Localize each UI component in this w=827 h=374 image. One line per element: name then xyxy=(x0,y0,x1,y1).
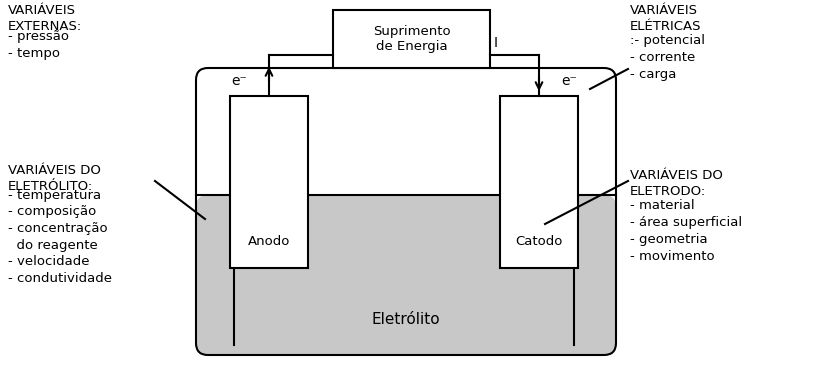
Text: :- potencial
- corrente
- carga: :- potencial - corrente - carga xyxy=(629,34,704,81)
Bar xyxy=(230,96,308,268)
Bar xyxy=(332,10,490,68)
Text: Suprimento
de Energia: Suprimento de Energia xyxy=(372,25,450,53)
Text: e⁻: e⁻ xyxy=(231,74,246,88)
Text: VARIÁVEIS
EXTERNAS:: VARIÁVEIS EXTERNAS: xyxy=(8,4,82,33)
Text: VARIÁVEIS DO
ELETRODO:: VARIÁVEIS DO ELETRODO: xyxy=(629,169,722,198)
Text: e⁻: e⁻ xyxy=(561,74,576,88)
Text: VARIÁVEIS
ELÉTRICAS: VARIÁVEIS ELÉTRICAS xyxy=(629,4,700,33)
FancyBboxPatch shape xyxy=(196,195,615,355)
Text: Anodo: Anodo xyxy=(247,235,289,248)
Bar xyxy=(500,96,577,268)
Text: - material
- área superficial
- geometria
- movimento: - material - área superficial - geometri… xyxy=(629,199,741,263)
Text: Eletrólito: Eletrólito xyxy=(371,313,440,328)
Text: Catodo: Catodo xyxy=(514,235,562,248)
Text: VARIÁVEIS DO
ELETRÓLITO:: VARIÁVEIS DO ELETRÓLITO: xyxy=(8,164,101,193)
Text: I: I xyxy=(494,36,497,50)
Text: - temperatura
- composição
- concentração
  do reagente
- velocidade
- condutivi: - temperatura - composição - concentraçã… xyxy=(8,189,112,285)
Text: - pressão
- tempo: - pressão - tempo xyxy=(8,30,69,60)
